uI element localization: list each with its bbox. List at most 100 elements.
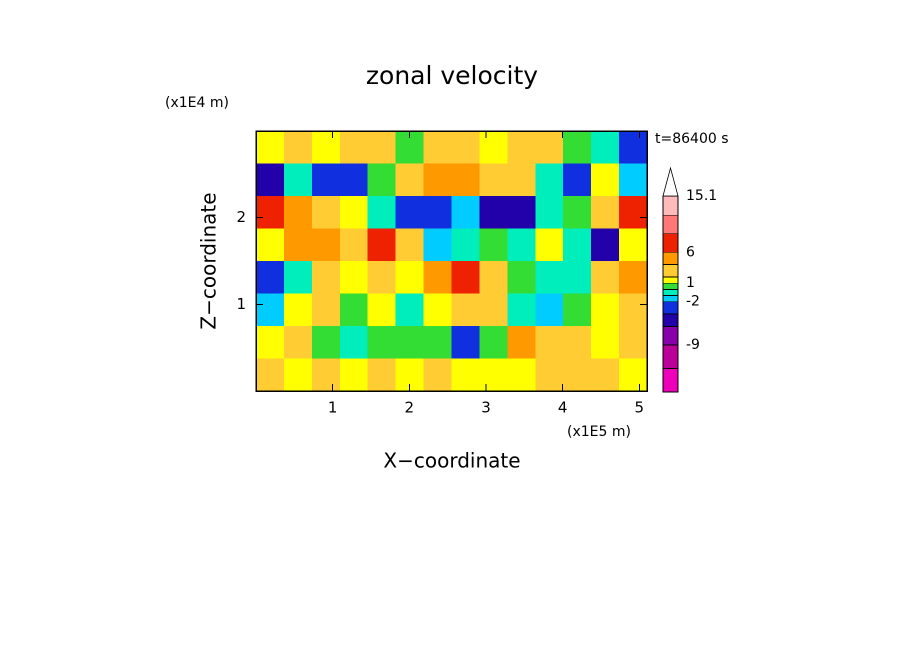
contour-cell <box>563 293 592 327</box>
contour-cell <box>367 358 397 392</box>
contour-cell <box>311 196 341 229</box>
contour-cell <box>507 326 536 359</box>
contour-cell <box>311 293 341 327</box>
contour-cell <box>367 131 397 164</box>
x-tick-label: 4 <box>558 399 568 417</box>
contour-cell <box>339 358 369 392</box>
contour-cell <box>339 163 369 197</box>
contour-cell <box>619 131 648 164</box>
contour-cell <box>395 358 425 392</box>
contour-cell <box>451 326 480 359</box>
contour-cell <box>339 326 369 359</box>
contour-cell <box>395 131 425 164</box>
contour-cell <box>367 196 397 229</box>
contour-cell <box>591 163 620 197</box>
contour-cell <box>339 228 369 262</box>
contour-cell <box>367 228 397 262</box>
contour-cell <box>395 228 425 262</box>
contour-cell <box>451 131 480 164</box>
contour-cell <box>311 326 341 359</box>
contour-cell <box>283 358 313 392</box>
contour-cell <box>479 358 508 392</box>
contour-cell <box>591 293 620 327</box>
contour-cell <box>256 293 285 327</box>
colorbar-band <box>662 326 679 346</box>
colorbar-band <box>662 282 679 290</box>
contour-cell <box>619 326 648 359</box>
contour-cell <box>451 358 480 392</box>
contour-cell <box>563 196 592 229</box>
contour-cell <box>339 261 369 294</box>
y-unit: (x1E4 m) <box>165 95 229 111</box>
contour-cell <box>311 163 341 197</box>
contour-cell <box>507 293 536 327</box>
colorbar-label: -2 <box>686 294 700 310</box>
chart-title: zonal velocity <box>366 61 538 90</box>
contour-cell <box>535 358 564 392</box>
x-tick-label: 3 <box>481 399 491 417</box>
contour-cell <box>283 261 313 294</box>
contour-cell <box>395 261 425 294</box>
x-axis-label: X−coordinate <box>383 449 520 473</box>
contour-cell <box>256 358 285 392</box>
colorbar-label: -9 <box>686 337 700 353</box>
contour-cell <box>563 228 592 262</box>
contour-cell <box>423 163 452 197</box>
contour-cell <box>479 228 508 262</box>
x-tick-label: 2 <box>405 399 415 417</box>
contour-cell <box>367 163 397 197</box>
contour-cell <box>507 358 536 392</box>
contour-cell <box>563 326 592 359</box>
contour-cell <box>451 228 480 262</box>
contour-cell <box>395 293 425 327</box>
contour-cell <box>507 131 536 164</box>
contour-cell <box>563 261 592 294</box>
contour-cell <box>423 293 452 327</box>
contour-cell <box>311 261 341 294</box>
y-axis-label: Z−coordinate <box>197 192 221 329</box>
colorbar-band <box>662 313 679 327</box>
contour-cell <box>619 228 648 262</box>
plot-frame <box>255 130 648 392</box>
y-tick-label: 1 <box>236 295 246 313</box>
time-annotation: t=86400 s <box>655 131 729 147</box>
contour-cell <box>535 163 564 197</box>
contour-cell <box>311 228 341 262</box>
colorbar-band <box>662 344 679 369</box>
contour-cell <box>619 293 648 327</box>
contour-cell <box>619 261 648 294</box>
contour-cell <box>283 326 313 359</box>
contour-cell <box>619 196 648 229</box>
colorbar-band <box>662 233 679 253</box>
y-tick-label: 2 <box>236 208 246 226</box>
contour-cell <box>311 131 341 164</box>
contour-cell <box>591 228 620 262</box>
colorbar-band <box>662 195 679 216</box>
contour-cell <box>423 261 452 294</box>
contour-cell <box>535 228 564 262</box>
contour-cell <box>339 131 369 164</box>
colorbar-band <box>662 276 679 284</box>
contour-cell <box>563 131 592 164</box>
contour-cell <box>591 261 620 294</box>
colorbar-band <box>662 288 679 296</box>
contour-cell <box>367 326 397 359</box>
contour-cell <box>395 196 425 229</box>
contour-cell <box>339 293 369 327</box>
contour-cell <box>535 293 564 327</box>
contour-cell <box>507 196 536 229</box>
x-unit: (x1E5 m) <box>567 424 631 440</box>
contour-cell <box>479 293 508 327</box>
contour-cell <box>256 261 285 294</box>
colorbar-band <box>662 301 679 315</box>
contour-cell <box>451 163 480 197</box>
colorbar-over <box>662 166 679 197</box>
contour-cell <box>479 261 508 294</box>
contour-cell <box>591 196 620 229</box>
contour-cell <box>619 163 648 197</box>
contour-cell <box>367 293 397 327</box>
contour-cell <box>563 358 592 392</box>
contour-cell <box>423 358 452 392</box>
contour-cell <box>256 228 285 262</box>
